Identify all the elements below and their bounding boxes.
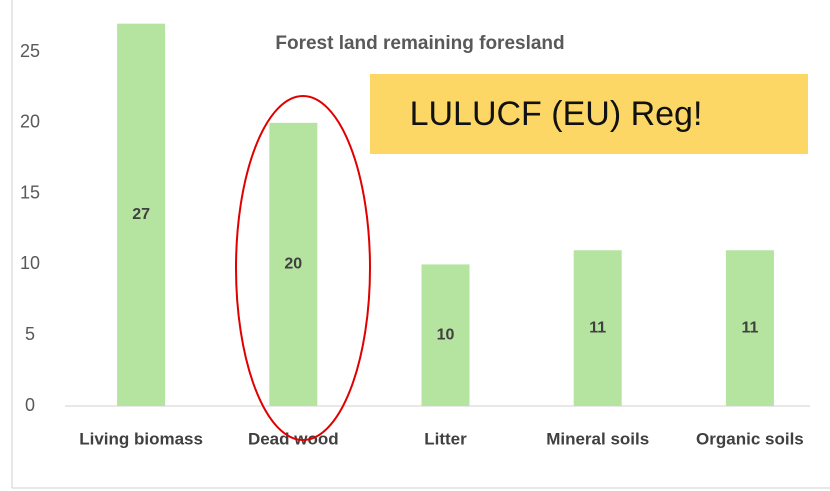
value-label: 11 [589,319,606,336]
value-label: 11 [741,319,758,336]
bar [269,122,318,407]
y-tick-label: 5 [25,324,35,344]
y-tick-label: 15 [20,182,40,202]
value-label: 20 [284,256,302,273]
x-tick-label: Organic soils [696,429,804,448]
x-tick-label: Mineral soils [546,429,649,448]
x-tick-label: Litter [424,429,467,448]
bar [117,23,166,407]
bar [421,264,470,406]
annotation-box [370,74,808,154]
y-tick-label: 20 [20,112,40,132]
value-label: 10 [437,326,455,343]
bar [725,250,774,406]
highlight-ellipse [235,95,371,441]
bar [573,250,622,406]
value-label: 27 [132,206,150,223]
y-tick-label: 10 [20,253,40,273]
y-tick-label: 25 [20,41,40,61]
annotation: LULUCF (EU) Reg! [410,95,703,133]
chart-title: Forest land remaining foresland [275,33,564,54]
x-tick-label: Living biomass [79,429,203,448]
y-tick-label: 0 [25,395,35,415]
